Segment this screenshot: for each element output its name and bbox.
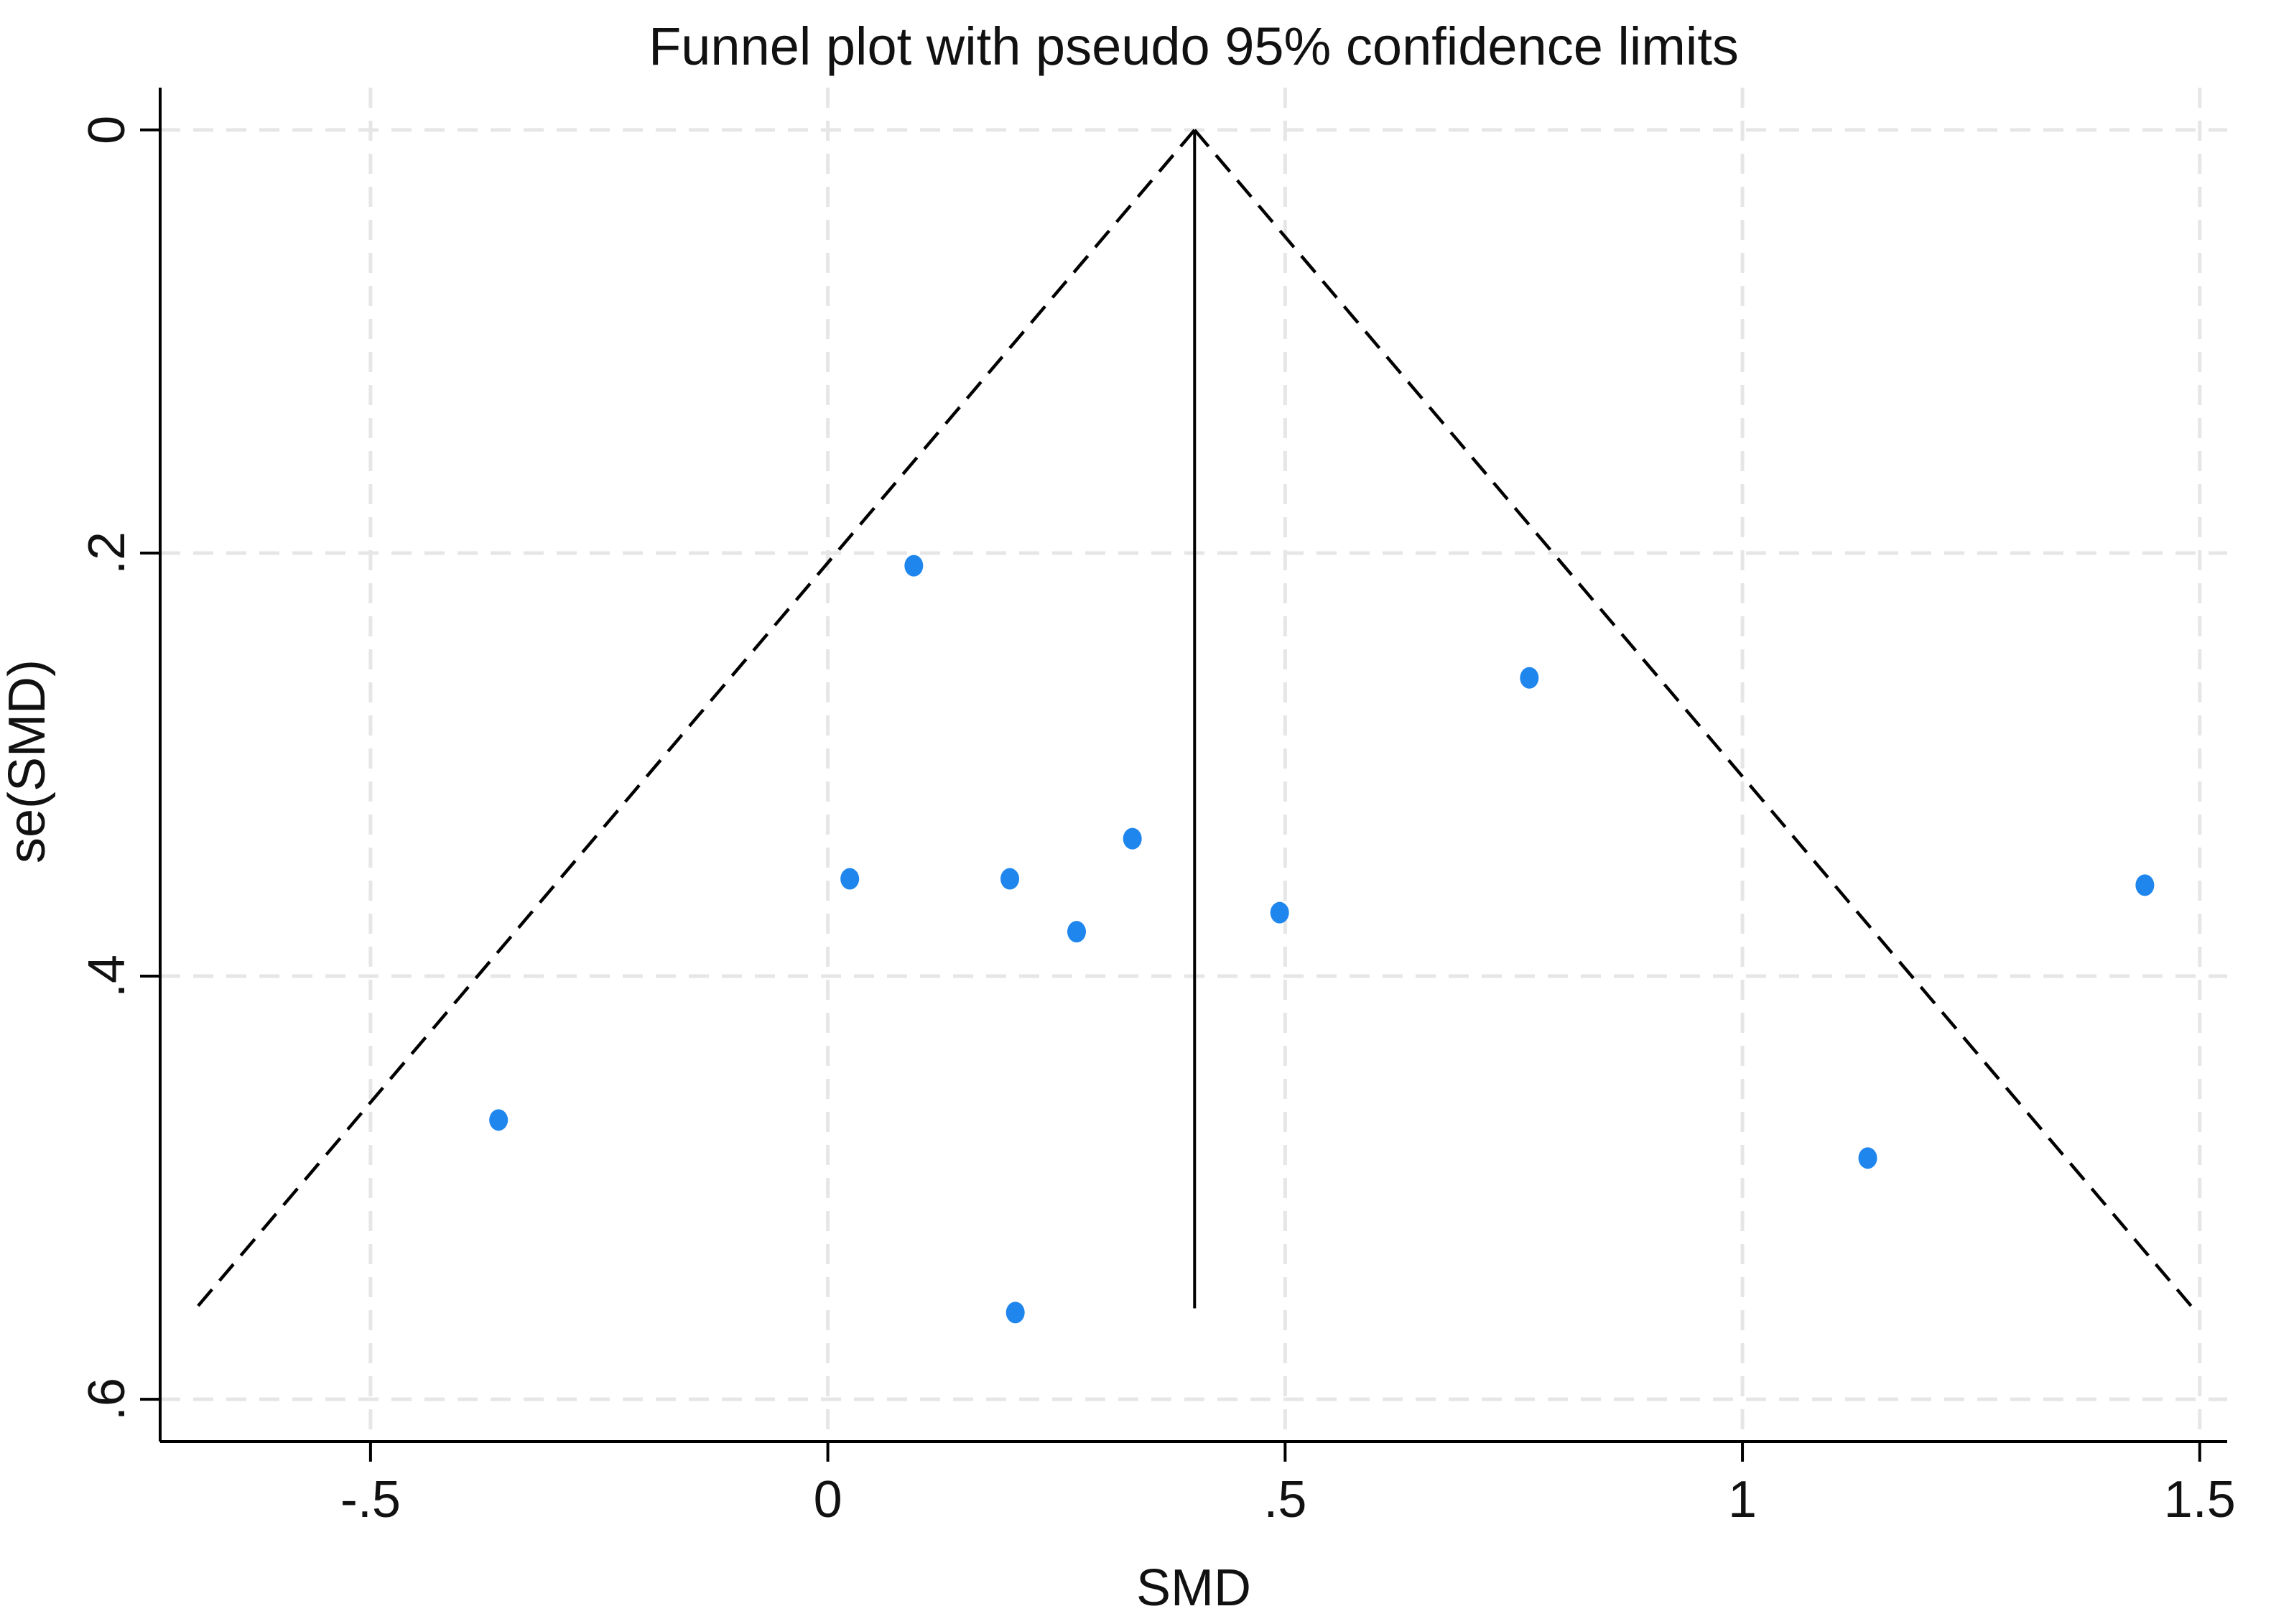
x-tick-label: .5 xyxy=(1263,1471,1306,1528)
x-tick-label: 1 xyxy=(1728,1471,1757,1528)
y-tick-label: .2 xyxy=(78,532,136,575)
data-point xyxy=(489,1109,508,1131)
upper-confidence-limit xyxy=(1193,129,2195,1309)
data-point xyxy=(1000,868,1020,890)
x-tick-label: 1.5 xyxy=(2164,1471,2236,1528)
y-axis-label: se(SMD) xyxy=(0,659,56,863)
data-point xyxy=(1520,667,1539,689)
data-points xyxy=(489,555,2155,1324)
y-tick-label: .4 xyxy=(78,955,136,998)
chart-title: Funnel plot with pseudo 95% confidence l… xyxy=(649,17,1739,76)
data-point xyxy=(1006,1301,1025,1324)
data-point xyxy=(2135,874,2155,896)
lower-confidence-limit xyxy=(195,129,1196,1309)
x-axis-label: SMD xyxy=(1136,1559,1251,1617)
y-tick-label: 0 xyxy=(78,116,136,144)
data-point xyxy=(1067,921,1086,943)
grid xyxy=(160,88,2227,1442)
data-point xyxy=(840,868,860,890)
y-tick-label: .6 xyxy=(78,1378,136,1421)
data-point xyxy=(904,555,924,577)
data-point xyxy=(1123,827,1142,850)
x-tick-label: 0 xyxy=(814,1471,842,1528)
data-point xyxy=(1270,901,1289,924)
axes: -.5 0 .5 1 1.5 0 .2 .4 .6 xyxy=(78,88,2236,1528)
x-tick-label: -.5 xyxy=(340,1471,401,1528)
data-point xyxy=(1858,1147,1877,1169)
funnel-lines xyxy=(195,129,2195,1309)
